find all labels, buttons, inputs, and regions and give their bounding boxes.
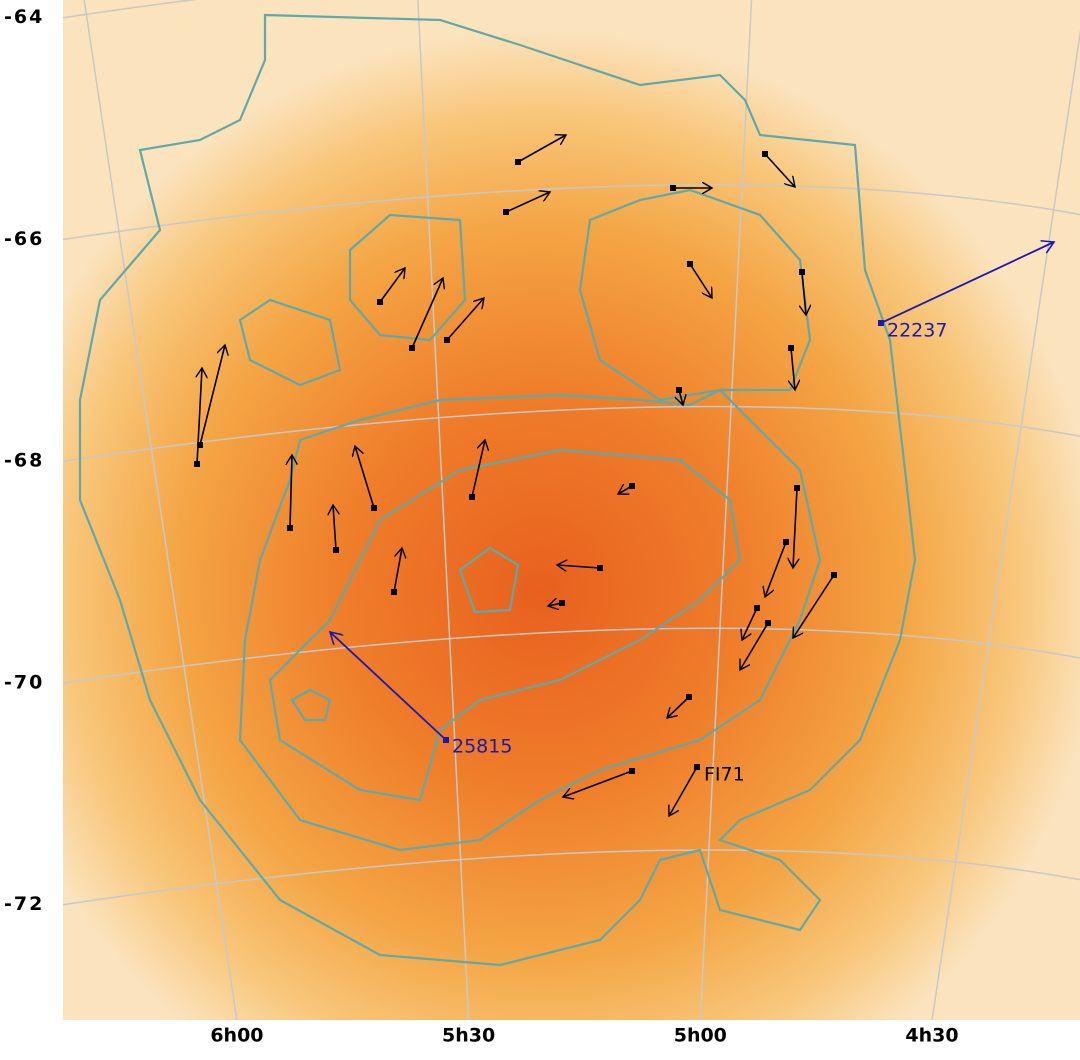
density-image (63, 0, 1080, 1020)
y-tick-label: -68 (4, 450, 44, 472)
x-tick-label: 4h30 (905, 1025, 958, 1047)
star-label: 22237 (887, 320, 947, 342)
y-tick-label: -64 (4, 6, 44, 28)
y-tick-label: -70 (4, 671, 44, 693)
sky-map: 22237 25815 FI71 -64 -66 -68 -70 -72 6h00 5h30… (0, 0, 1080, 1056)
x-tick-label: 5h30 (442, 1025, 495, 1047)
y-tick-label: -72 (4, 893, 44, 915)
x-tick-label: 5h00 (674, 1025, 727, 1047)
y-tick-label: -66 (4, 228, 44, 250)
star-label: 25815 (452, 736, 512, 758)
x-tick-label: 6h00 (210, 1025, 263, 1047)
star-label: FI71 (704, 764, 745, 786)
